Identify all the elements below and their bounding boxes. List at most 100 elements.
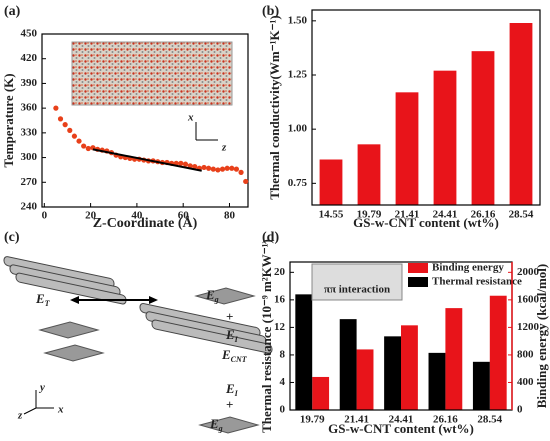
panel-label: (d) [262, 230, 279, 245]
x-tick-label: 26.16 [433, 414, 458, 426]
axis-label: Temperature (K) [1, 73, 16, 167]
graphene-sheet [198, 416, 260, 434]
data-point [215, 167, 221, 173]
legend-label: Binding energy [432, 262, 504, 274]
data-point [182, 161, 189, 167]
data-point [71, 133, 78, 139]
plot-frame [41, 33, 249, 208]
y-tick-label: 12 [274, 321, 286, 333]
x-tick-label: 19.79 [357, 209, 382, 221]
y-tick-label: 0 [517, 404, 523, 416]
y-tick-label: 1600 [517, 293, 540, 305]
x-tick-label: 0 [42, 210, 48, 222]
panel-label: (c) [4, 230, 20, 245]
x-tick-label: 21.41 [395, 209, 420, 221]
inset-axis-label: z [221, 142, 227, 154]
energy-label: Eg [205, 287, 219, 304]
y-tick-label: 240 [21, 201, 38, 213]
y-tick-label: 300 [21, 151, 38, 163]
data-point [210, 166, 216, 172]
x-tick-label: 14.55 [319, 209, 344, 221]
label-main: E [205, 287, 215, 302]
energy-label: + [226, 397, 233, 412]
label-sub: I [234, 389, 239, 398]
x-axis-label: GS-w-CNT content (wt%) [353, 215, 499, 230]
data-point [57, 116, 64, 122]
energy-label: ET [35, 291, 51, 308]
x-axis-label: Z-Coordinate (Å) [93, 215, 198, 231]
data-point [229, 165, 235, 171]
y-tick-label: 1.25 [288, 69, 308, 81]
energy-label: + [226, 309, 233, 324]
x-tick-label: 24.41 [389, 414, 414, 426]
axis-label: Thermal conductivity(Wm⁻¹K⁻¹) [267, 15, 282, 199]
y-tick-label: 1200 [517, 321, 540, 333]
y-tick-label: 270 [21, 176, 38, 188]
x-tick-label: 60 [178, 210, 190, 222]
coord-axis-label: z [17, 410, 23, 422]
y-tick-label: 1.50 [288, 14, 308, 26]
bar [295, 294, 313, 410]
y-tick-label: 450 [21, 28, 38, 40]
nanotube [151, 319, 273, 354]
energy-label: Eg [209, 416, 223, 433]
bar [489, 295, 507, 410]
coord-axis-label: x [57, 404, 64, 416]
x-tick-label: 28.54 [509, 209, 534, 221]
y-tick-label: 16 [274, 293, 286, 305]
data-point [67, 127, 73, 133]
bar [401, 325, 418, 410]
data-point [178, 160, 184, 166]
label-main: E [209, 416, 219, 431]
bar [428, 352, 446, 410]
inset-image [311, 263, 403, 301]
label-sub: g [218, 424, 223, 433]
data-point [62, 122, 68, 128]
bar [384, 336, 401, 410]
label-main: E [225, 381, 235, 396]
y-tick-label: 420 [21, 52, 38, 64]
inset-text: ππ interaction [324, 284, 390, 296]
label-main: + [226, 397, 233, 412]
data-point [219, 166, 226, 172]
x-tick-label: 21.41 [344, 414, 369, 426]
x-tick-label: 26.16 [471, 209, 496, 221]
inset-image [71, 41, 233, 106]
data-point [192, 164, 198, 170]
x-tick-label: 20 [85, 210, 97, 222]
bar [395, 92, 419, 205]
x-tick-label: 28.54 [477, 414, 502, 426]
data-point [81, 143, 87, 149]
data-point [206, 165, 212, 171]
y-tick-label: 800 [517, 348, 534, 360]
bar [357, 144, 381, 205]
label-sub: T [45, 299, 51, 308]
energy-label: ECNT [221, 347, 248, 364]
y-tick-label: 390 [21, 77, 38, 89]
label-main: E [221, 347, 231, 362]
plot-frame [311, 9, 541, 206]
bar [433, 70, 457, 206]
data-point [238, 169, 244, 175]
data-point [187, 163, 193, 169]
y-tick-label: 2000 [517, 266, 540, 278]
graphene-sheet [194, 287, 256, 305]
data-point [224, 165, 230, 171]
label-sub: g [214, 295, 219, 304]
bar [472, 361, 490, 410]
data-point [76, 138, 82, 144]
fit-line [92, 148, 202, 172]
inset-axis-label: x [187, 112, 194, 124]
label-sub: CNT [231, 355, 248, 364]
legend-swatch [408, 263, 428, 273]
y-tick-label: 330 [21, 126, 38, 138]
panel-label: (b) [262, 4, 279, 19]
energy-label: EI [225, 381, 239, 398]
data-point [243, 178, 249, 185]
x-axis-label: GS-w-CNT content (wt%) [328, 421, 474, 436]
x-tick-label: 80 [224, 210, 236, 222]
bar [356, 349, 374, 410]
coord-axis-label: y [38, 382, 45, 394]
bar [312, 376, 330, 410]
arrowhead [70, 296, 158, 304]
